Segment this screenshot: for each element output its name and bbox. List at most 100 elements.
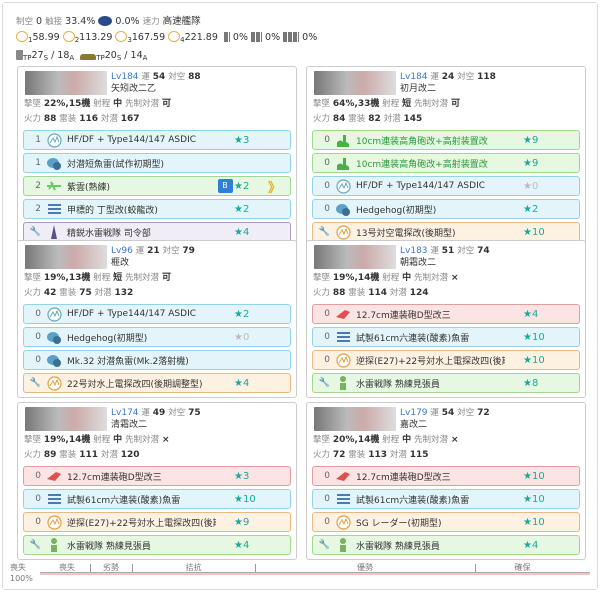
- seaplane-icon: [46, 178, 62, 194]
- equipment-slot[interactable]: 0 HF/DF + Type144/147 ASDIC ★0: [312, 176, 580, 196]
- equipment-slot[interactable]: 0 12.7cm連装砲D型改三 ★10: [312, 466, 580, 486]
- equipment-slot[interactable]: 🔧 水雷戦隊 熟練見張員 ★4: [23, 535, 291, 555]
- equipment-name: 試製61cm六連装(酸素)魚雷: [356, 495, 470, 506]
- equipment-slot[interactable]: 0 逆探(E27)+22号対水上電探改四(後期調整型) ★10: [312, 350, 580, 370]
- main-gun-icon: [335, 468, 351, 484]
- air-segment-label: 確保: [514, 563, 531, 572]
- improvement-level: ★10: [523, 470, 545, 482]
- improvement-level: ★3: [234, 470, 250, 482]
- equipment-slot[interactable]: 0 Hedgehog(初期型) ★0: [23, 327, 291, 347]
- ship-name: 清霜改二: [111, 420, 148, 430]
- equipment-slot[interactable]: 0 逆探(E27)+22号対水上電探改四(後期調整型) ★9: [23, 512, 291, 532]
- equipment-slot[interactable]: 2 紫雲(熟練) B ★2 》: [23, 176, 291, 196]
- improvement-level: ★2: [523, 203, 539, 215]
- ship-banner: [25, 71, 107, 95]
- equipment-name: 12.7cm連装砲D型改三: [356, 472, 451, 483]
- depth-charge-icon: [46, 155, 62, 171]
- ship-aa: 75: [188, 408, 201, 418]
- improvement-level: ★4: [234, 539, 250, 551]
- drum-icon: [223, 32, 230, 42]
- slot-count: 0: [324, 204, 330, 214]
- wrench-icon: 🔧: [29, 540, 41, 550]
- segment-tick: [90, 564, 91, 572]
- equipment-slot[interactable]: 0 SG レーダー(初期型) ★10: [312, 512, 580, 532]
- ship-level: Lv183: [400, 246, 428, 256]
- ship-card[interactable]: Lv174 運 49 対空 75 清霜改二 撃墜 19%,14機 射程 中 先制…: [17, 402, 297, 560]
- ship-stats-1: 撃墜 64%,33機 射程 短 先制対潜 可: [313, 99, 460, 109]
- equipment-slot[interactable]: 🔧 精鋭水雷戦隊 司令部 ★4: [23, 222, 291, 242]
- segment-tick: [132, 564, 133, 572]
- equipment-name: 12.7cm連装砲D型改三: [356, 310, 451, 321]
- equipment-slot[interactable]: 0 試製61cm六連装(酸素)魚雷 ★10: [312, 327, 580, 347]
- equipment-slot[interactable]: 0 試製61cm六連装(酸素)魚雷 ★10: [312, 489, 580, 509]
- equipment-name: Hedgehog(初期型): [356, 205, 437, 216]
- lookout-icon: [335, 537, 351, 553]
- ship-card[interactable]: Lv96 運 21 対空 79 榧改 撃墜 19%,13機 射程 短 先制対潜 …: [17, 240, 297, 398]
- wrench-icon: 🔧: [29, 227, 41, 237]
- slot-count: 0: [35, 355, 41, 365]
- ship-level: Lv174: [111, 408, 139, 418]
- ship-card[interactable]: Lv183 運 51 対空 74 朝霜改二 撃墜 19%,14機 射程 中 先制…: [306, 240, 586, 398]
- wrench-icon: 🔧: [318, 378, 330, 388]
- equipment-slot[interactable]: 0 10cm連装高角砲改+高射装置改 ★9: [312, 130, 580, 150]
- sonar-icon: [46, 132, 62, 148]
- improvement-level: ★10: [523, 331, 545, 343]
- speed-label: 速力: [142, 17, 160, 27]
- ship-card[interactable]: Lv184 運 24 対空 118 初月改二 撃墜 64%,33機 射程 短 先…: [306, 66, 586, 247]
- fleet-command-icon: [46, 224, 62, 240]
- equipment-slot[interactable]: 🔧 水雷戦隊 熟練見張員 ★4: [312, 535, 580, 555]
- equipment-slot[interactable]: 0 試製61cm六連装(酸素)魚雷 ★10: [23, 489, 291, 509]
- fleet-summary: 制空 0 触接 33.4% 0.0% 速力 高速艦隊 158.99 2113.2…: [16, 14, 317, 66]
- equipment-name: 対潜短魚雷(試作初期型): [67, 159, 165, 170]
- air-power: 0: [36, 16, 43, 27]
- wrench-icon: 🔧: [318, 227, 330, 237]
- air-bar-line: [40, 572, 590, 575]
- slot-count: 0: [35, 309, 41, 319]
- landing-craft-icon: [80, 54, 97, 60]
- slot-count: 0: [324, 355, 330, 365]
- ship-stats-1: 撃墜 19%,14機 射程 中 先制対潜 ×: [313, 273, 459, 283]
- equipment-name: 13号対空電探改(後期型): [356, 228, 456, 239]
- air-segment-label: 拮抗: [185, 563, 202, 572]
- slot-count: 🔧: [24, 227, 46, 237]
- air-segment-label: 優勢: [357, 563, 373, 572]
- equipment-slot[interactable]: 0 HF/DF + Type144/147 ASDIC ★2: [23, 304, 291, 324]
- equipment-slot[interactable]: 0 10cm連装高角砲改+高射装置改 ★9: [312, 153, 580, 173]
- ship-aa: 74: [477, 246, 490, 256]
- equipment-slot[interactable]: 0 Hedgehog(初期型) ★2: [312, 199, 580, 219]
- improvement-level: ★2: [234, 203, 250, 215]
- equipment-name: 12.7cm連装砲D型改三: [67, 472, 162, 483]
- equipment-name: SG レーダー(初期型): [356, 518, 442, 529]
- slot-count: 🔧: [313, 540, 335, 550]
- ship-banner: [314, 245, 396, 269]
- equipment-name: Hedgehog(初期型): [67, 333, 148, 344]
- ship-card[interactable]: Lv179 運 54 対空 72 嘉改二 撃墜 20%,14機 射程 中 先制対…: [306, 402, 586, 560]
- equipment-slot[interactable]: 1 HF/DF + Type144/147 ASDIC ★3: [23, 130, 291, 150]
- equipment-slot[interactable]: 🔧 22号対水上電探改四(後期調整型) ★4: [23, 373, 291, 393]
- ship-stats-2: 火力 89 雷装 111 対潜 120: [24, 450, 140, 460]
- ship-level: Lv96: [111, 246, 133, 256]
- equipment-slot[interactable]: 🔧 水雷戦隊 熟練見張員 ★8: [312, 373, 580, 393]
- improvement-level: ★10: [523, 516, 545, 528]
- ship-aa: 88: [188, 72, 201, 82]
- fleet-speed: 高速艦隊: [162, 16, 201, 27]
- equipment-slot[interactable]: 1 対潜短魚雷(試作初期型): [23, 153, 291, 173]
- ship-card[interactable]: Lv184 運 54 対空 88 矢矧改二乙 撃墜 22%,15機 射程 中 先…: [17, 66, 297, 247]
- ship-luck: 21: [147, 246, 160, 256]
- slot-count: 0: [324, 332, 330, 342]
- air-percent: 100%: [10, 574, 33, 583]
- los-icon: [62, 31, 75, 42]
- equipment-slot[interactable]: 0 12.7cm連装砲D型改三 ★3: [23, 466, 291, 486]
- proficiency-icon: 》: [268, 180, 282, 196]
- ship-aa: 79: [182, 246, 195, 256]
- improvement-level: ★2: [234, 180, 250, 192]
- slot-count: 0: [35, 471, 41, 481]
- equipment-slot[interactable]: 0 Mk.32 対潜魚雷(Mk.2落射機): [23, 350, 291, 370]
- main-gun-icon: [335, 306, 351, 322]
- equipment-name: 水雷戦隊 熟練見張員: [67, 541, 151, 552]
- ship-stats-2: 火力 88 雷装 116 対潜 167: [24, 114, 140, 124]
- equipment-slot[interactable]: 0 12.7cm連装砲D型改三 ★4: [312, 304, 580, 324]
- equipment-slot[interactable]: 2 甲標的 丁型改(蛟龍改) ★2: [23, 199, 291, 219]
- equipment-slot[interactable]: 🔧 13号対空電探改(後期型) ★10: [312, 222, 580, 242]
- slot-count: 1: [35, 158, 41, 168]
